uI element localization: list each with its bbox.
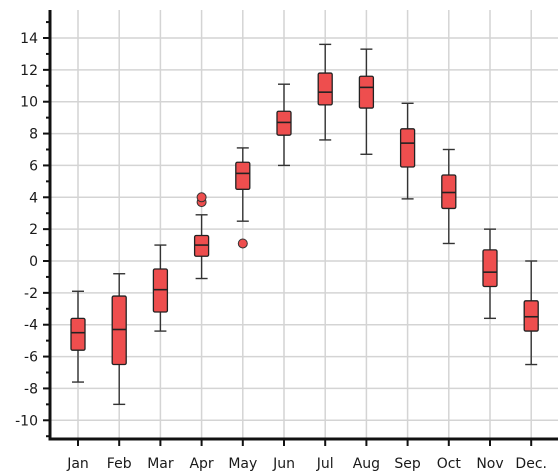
x-tick-label: Nov — [476, 456, 503, 472]
y-tick-label: -2 — [24, 286, 38, 302]
x-tick-label: Jul — [316, 456, 334, 472]
y-tick-label: 10 — [20, 95, 38, 111]
plot-area — [70, 43, 539, 406]
box-dec — [523, 260, 539, 366]
box-aug — [358, 48, 375, 155]
box-nov — [482, 228, 498, 320]
outlier-point — [237, 238, 248, 249]
y-tick-label: 12 — [20, 63, 38, 79]
y-tick-label: -10 — [15, 413, 38, 429]
iqr-box — [399, 128, 416, 168]
box-oct — [441, 148, 457, 245]
iqr-box — [235, 161, 251, 190]
outlier-point — [196, 192, 207, 203]
box-jul — [317, 43, 333, 141]
y-tick-label: 2 — [29, 222, 38, 238]
iqr-box — [317, 72, 333, 106]
box-feb — [111, 273, 127, 406]
box-apr — [193, 192, 210, 280]
y-tick-label: -4 — [24, 318, 38, 334]
x-tick-label: Feb — [107, 456, 132, 472]
y-tick-label: 4 — [29, 190, 38, 206]
grid — [50, 10, 558, 439]
box-mar — [152, 244, 169, 332]
y-tick-label: -6 — [24, 350, 38, 366]
axes: 14 12 10 8 6 4 2 0 -2 -4 -6 -8 -10 Jan Feb Mar Apr May Jun… — [15, 10, 558, 472]
x-tick-label: Oct — [437, 456, 462, 472]
x-tick-label: Apr — [189, 456, 213, 472]
iqr-box — [358, 75, 375, 109]
x-tick-label: Jun — [272, 456, 295, 472]
y-tick-label: 14 — [20, 31, 38, 47]
y-tick-label: 6 — [29, 158, 38, 174]
x-tick-label: May — [228, 456, 257, 472]
x-tick-label: Sep — [394, 456, 421, 472]
y-tick-label: 8 — [29, 127, 38, 143]
box-jun — [276, 83, 292, 167]
iqr-box — [482, 249, 498, 288]
box-jan — [70, 290, 86, 383]
y-tick-label: 0 — [29, 254, 38, 270]
x-tick-label: Aug — [353, 456, 380, 472]
x-tick-label: Jan — [66, 456, 89, 472]
x-tick-label: Dec. — [515, 456, 547, 472]
x-tick-label: Mar — [147, 456, 174, 472]
y-tick-label: -8 — [24, 381, 38, 397]
box-sep — [399, 102, 416, 200]
box-may — [235, 147, 251, 249]
iqr-box — [70, 317, 86, 351]
